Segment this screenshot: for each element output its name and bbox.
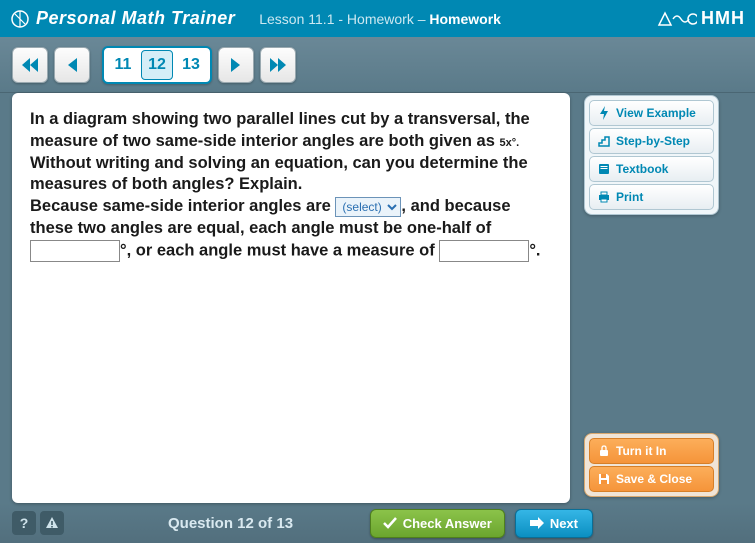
check-answer-label: Check Answer [403, 516, 492, 531]
deg1-suffix: °, or each angle must have a measure of [120, 241, 439, 259]
answer-input-2[interactable] [439, 240, 529, 262]
footer-bar: ? Question 12 of 13 Check Answer Next [0, 503, 755, 543]
app-header: Personal Math Trainer Lesson 11.1 - Home… [0, 0, 755, 37]
alert-button[interactable] [40, 511, 64, 535]
nav-bar: 11 12 13 [0, 37, 755, 93]
first-button[interactable] [12, 47, 48, 83]
problem-expression: 5x°. [499, 137, 519, 149]
logo-icon [10, 9, 30, 29]
app-title: Personal Math Trainer [36, 8, 235, 29]
print-icon [596, 191, 612, 203]
right-rail: View Example Step-by-Step Textbook Print… [584, 93, 719, 503]
arrow-right-icon [530, 517, 544, 529]
book-icon [596, 163, 612, 175]
page-number-12[interactable]: 12 [141, 50, 173, 80]
next-label: Next [550, 516, 578, 531]
problem-text-2: Without writing and solving an equation,… [30, 154, 528, 194]
answer-select[interactable]: (select) [335, 197, 401, 217]
steps-icon [596, 135, 612, 147]
lesson-name: Homework [429, 11, 501, 27]
check-icon [383, 517, 397, 529]
footer-buttons: Check Answer Next [370, 509, 593, 538]
main-area: In a diagram showing two parallel lines … [0, 93, 755, 503]
lesson-breadcrumb: Lesson 11.1 - Homework – Homework [259, 11, 501, 27]
lesson-prefix: Lesson 11.1 - Homework – [259, 11, 429, 27]
action-group: Turn it In Save & Close [584, 433, 719, 497]
page-number-13[interactable]: 13 [175, 50, 207, 80]
question-panel: In a diagram showing two parallel lines … [12, 93, 570, 503]
question-counter: Question 12 of 13 [168, 515, 293, 532]
print-button[interactable]: Print [589, 184, 714, 210]
save-close-button[interactable]: Save & Close [589, 466, 714, 492]
print-label: Print [616, 190, 643, 204]
step-by-step-label: Step-by-Step [616, 134, 690, 148]
brand: HMH [657, 8, 745, 29]
help-button[interactable]: ? [12, 511, 36, 535]
problem-text-3a: Because same-side interior angles are [30, 197, 335, 215]
lightning-icon [596, 106, 612, 120]
view-example-label: View Example [616, 106, 696, 120]
textbook-button[interactable]: Textbook [589, 156, 714, 182]
app-logo: Personal Math Trainer [10, 8, 235, 29]
prev-button[interactable] [54, 47, 90, 83]
brand-text: HMH [701, 8, 745, 29]
step-by-step-button[interactable]: Step-by-Step [589, 128, 714, 154]
page-number-11[interactable]: 11 [107, 50, 139, 80]
check-answer-button[interactable]: Check Answer [370, 509, 505, 538]
page-number-group: 11 12 13 [102, 46, 212, 84]
save-icon [596, 473, 612, 485]
answer-input-1[interactable] [30, 240, 120, 262]
alert-icon [45, 516, 59, 530]
turn-it-in-label: Turn it In [616, 444, 666, 458]
view-example-button[interactable]: View Example [589, 100, 714, 126]
deg2-suffix: °. [529, 241, 540, 259]
problem-text-1: In a diagram showing two parallel lines … [30, 110, 530, 150]
lock-icon [596, 445, 612, 457]
save-close-label: Save & Close [616, 472, 692, 486]
next-button[interactable]: Next [515, 509, 593, 538]
tool-group: View Example Step-by-Step Textbook Print [584, 95, 719, 215]
next-page-button[interactable] [218, 47, 254, 83]
turn-it-in-button[interactable]: Turn it In [589, 438, 714, 464]
textbook-label: Textbook [616, 162, 668, 176]
last-button[interactable] [260, 47, 296, 83]
brand-icon [657, 11, 697, 27]
